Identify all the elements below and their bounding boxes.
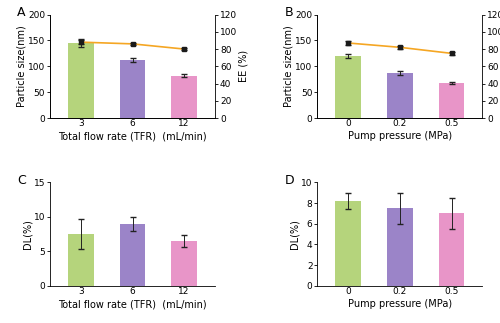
- Text: B: B: [284, 6, 293, 19]
- Text: A: A: [17, 6, 25, 19]
- Bar: [68, 234, 94, 286]
- Bar: [438, 83, 464, 118]
- Bar: [120, 224, 146, 286]
- Bar: [171, 76, 197, 118]
- Y-axis label: Particle size(nm): Particle size(nm): [284, 26, 294, 107]
- Bar: [336, 201, 361, 286]
- X-axis label: Total flow rate (TFR)  (mL/min): Total flow rate (TFR) (mL/min): [58, 131, 207, 141]
- Y-axis label: DL(%): DL(%): [22, 219, 32, 249]
- Bar: [387, 73, 413, 118]
- Y-axis label: DL(%): DL(%): [290, 219, 300, 249]
- X-axis label: Pump pressure (MPa): Pump pressure (MPa): [348, 299, 452, 309]
- X-axis label: Total flow rate (TFR)  (mL/min): Total flow rate (TFR) (mL/min): [58, 299, 207, 309]
- Bar: [336, 56, 361, 118]
- Bar: [171, 241, 197, 286]
- Bar: [438, 214, 464, 286]
- Text: D: D: [284, 174, 294, 187]
- Bar: [68, 43, 94, 118]
- Bar: [387, 208, 413, 286]
- Bar: [120, 59, 146, 118]
- Y-axis label: Particle size(nm): Particle size(nm): [16, 26, 26, 107]
- X-axis label: Pump pressure (MPa): Pump pressure (MPa): [348, 131, 452, 141]
- Y-axis label: EE (%): EE (%): [238, 50, 248, 82]
- Text: C: C: [17, 174, 25, 187]
